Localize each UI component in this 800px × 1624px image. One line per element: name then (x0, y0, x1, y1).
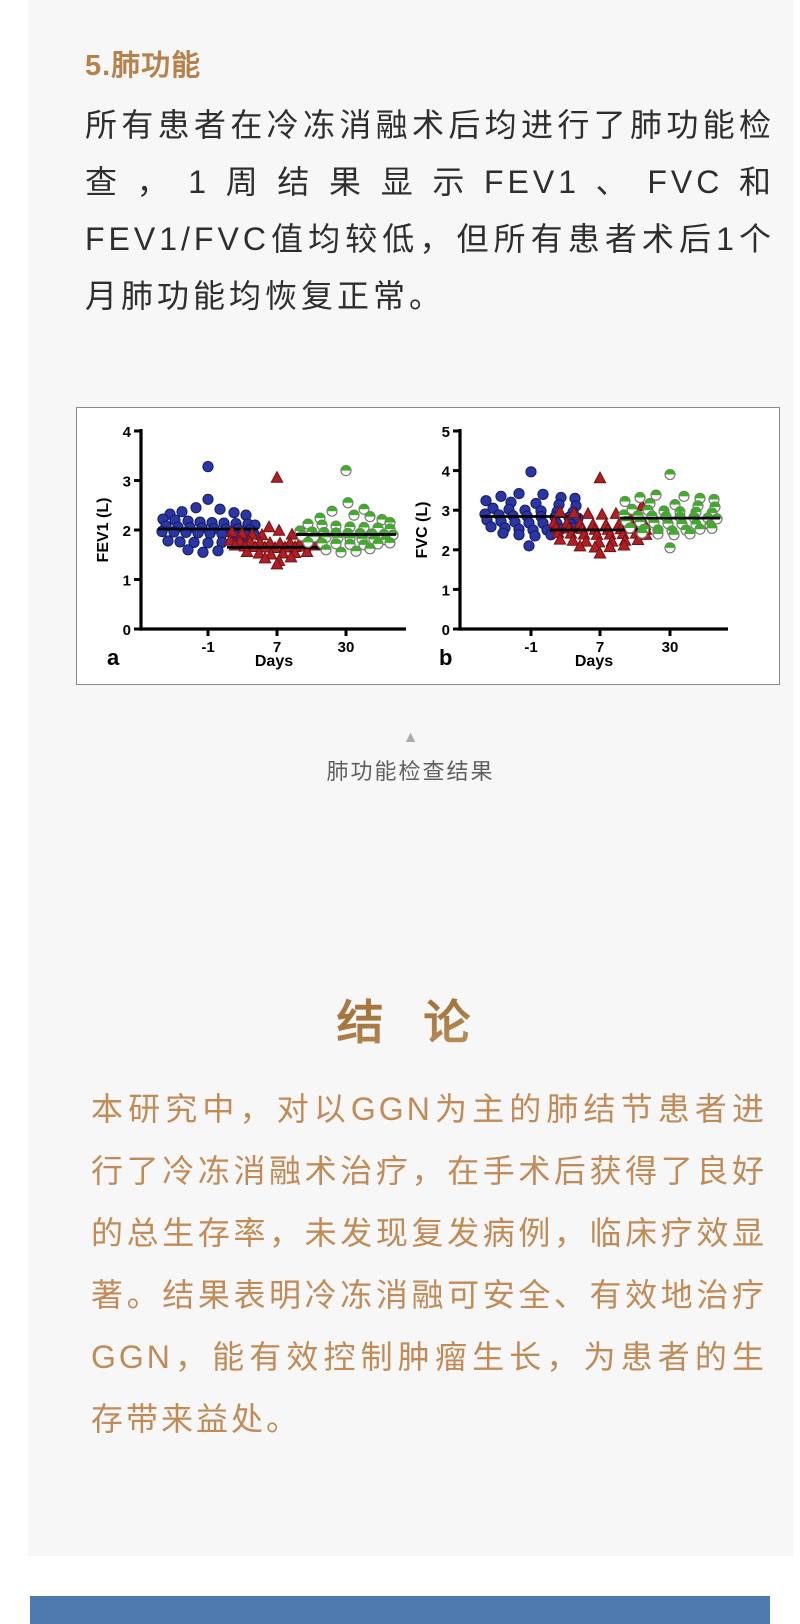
svg-text:a: a (107, 645, 120, 670)
svg-text:30: 30 (338, 639, 355, 656)
conclusion-paragraph: 本研究中，对以GGN为主的肺结节患者进行了冷冻消融术治疗，在手术后获得了良好的总… (91, 1091, 767, 1437)
figure-box: 0 1 2 3 4 -1 7 30 FEV1 (L) Days a 0 1 2 3 4 5 -1 7 30 FVC (L… (76, 407, 780, 685)
svg-text:-1: -1 (524, 639, 537, 656)
svg-text:0: 0 (442, 622, 450, 639)
svg-text:-1: -1 (201, 639, 214, 656)
lung-function-scatter-chart: 0 1 2 3 4 -1 7 30 FEV1 (L) Days a 0 1 2 3 4 5 -1 7 30 FVC (L… (77, 408, 779, 689)
section-heading: 5.肺功能 (85, 50, 202, 82)
svg-text:3: 3 (123, 474, 131, 491)
svg-text:1: 1 (442, 582, 450, 599)
svg-text:4: 4 (442, 464, 451, 481)
svg-text:5: 5 (442, 424, 450, 441)
svg-text:4: 4 (123, 424, 132, 441)
svg-text:30: 30 (662, 639, 679, 656)
content-column: 5.肺功能 所有患者在冷冻消融术后均进行了肺功能检查，1周结果显示FEV1、FV… (28, 0, 793, 1556)
svg-text:2: 2 (123, 523, 131, 540)
svg-text:FVC (L): FVC (L) (414, 502, 431, 559)
figure-caption: 肺功能检查结果 (326, 759, 495, 784)
footer-bar (30, 1596, 770, 1624)
svg-text:Days: Days (575, 653, 613, 670)
section-paragraph: 所有患者在冷冻消融术后均进行了肺功能检查，1周结果显示FEV1、FVC和FEV1… (85, 107, 775, 314)
svg-text:7: 7 (596, 639, 604, 656)
svg-text:7: 7 (273, 639, 281, 656)
svg-text:Days: Days (255, 653, 293, 670)
conclusion-heading: 结 论 (28, 984, 793, 1053)
svg-text:2: 2 (442, 543, 450, 560)
svg-text:b: b (439, 645, 452, 670)
svg-text:1: 1 (123, 573, 131, 590)
svg-text:FEV1 (L): FEV1 (L) (95, 498, 112, 563)
triangle-up-icon[interactable]: ▲ (402, 729, 419, 746)
svg-text:3: 3 (442, 503, 450, 520)
svg-text:0: 0 (123, 622, 131, 639)
